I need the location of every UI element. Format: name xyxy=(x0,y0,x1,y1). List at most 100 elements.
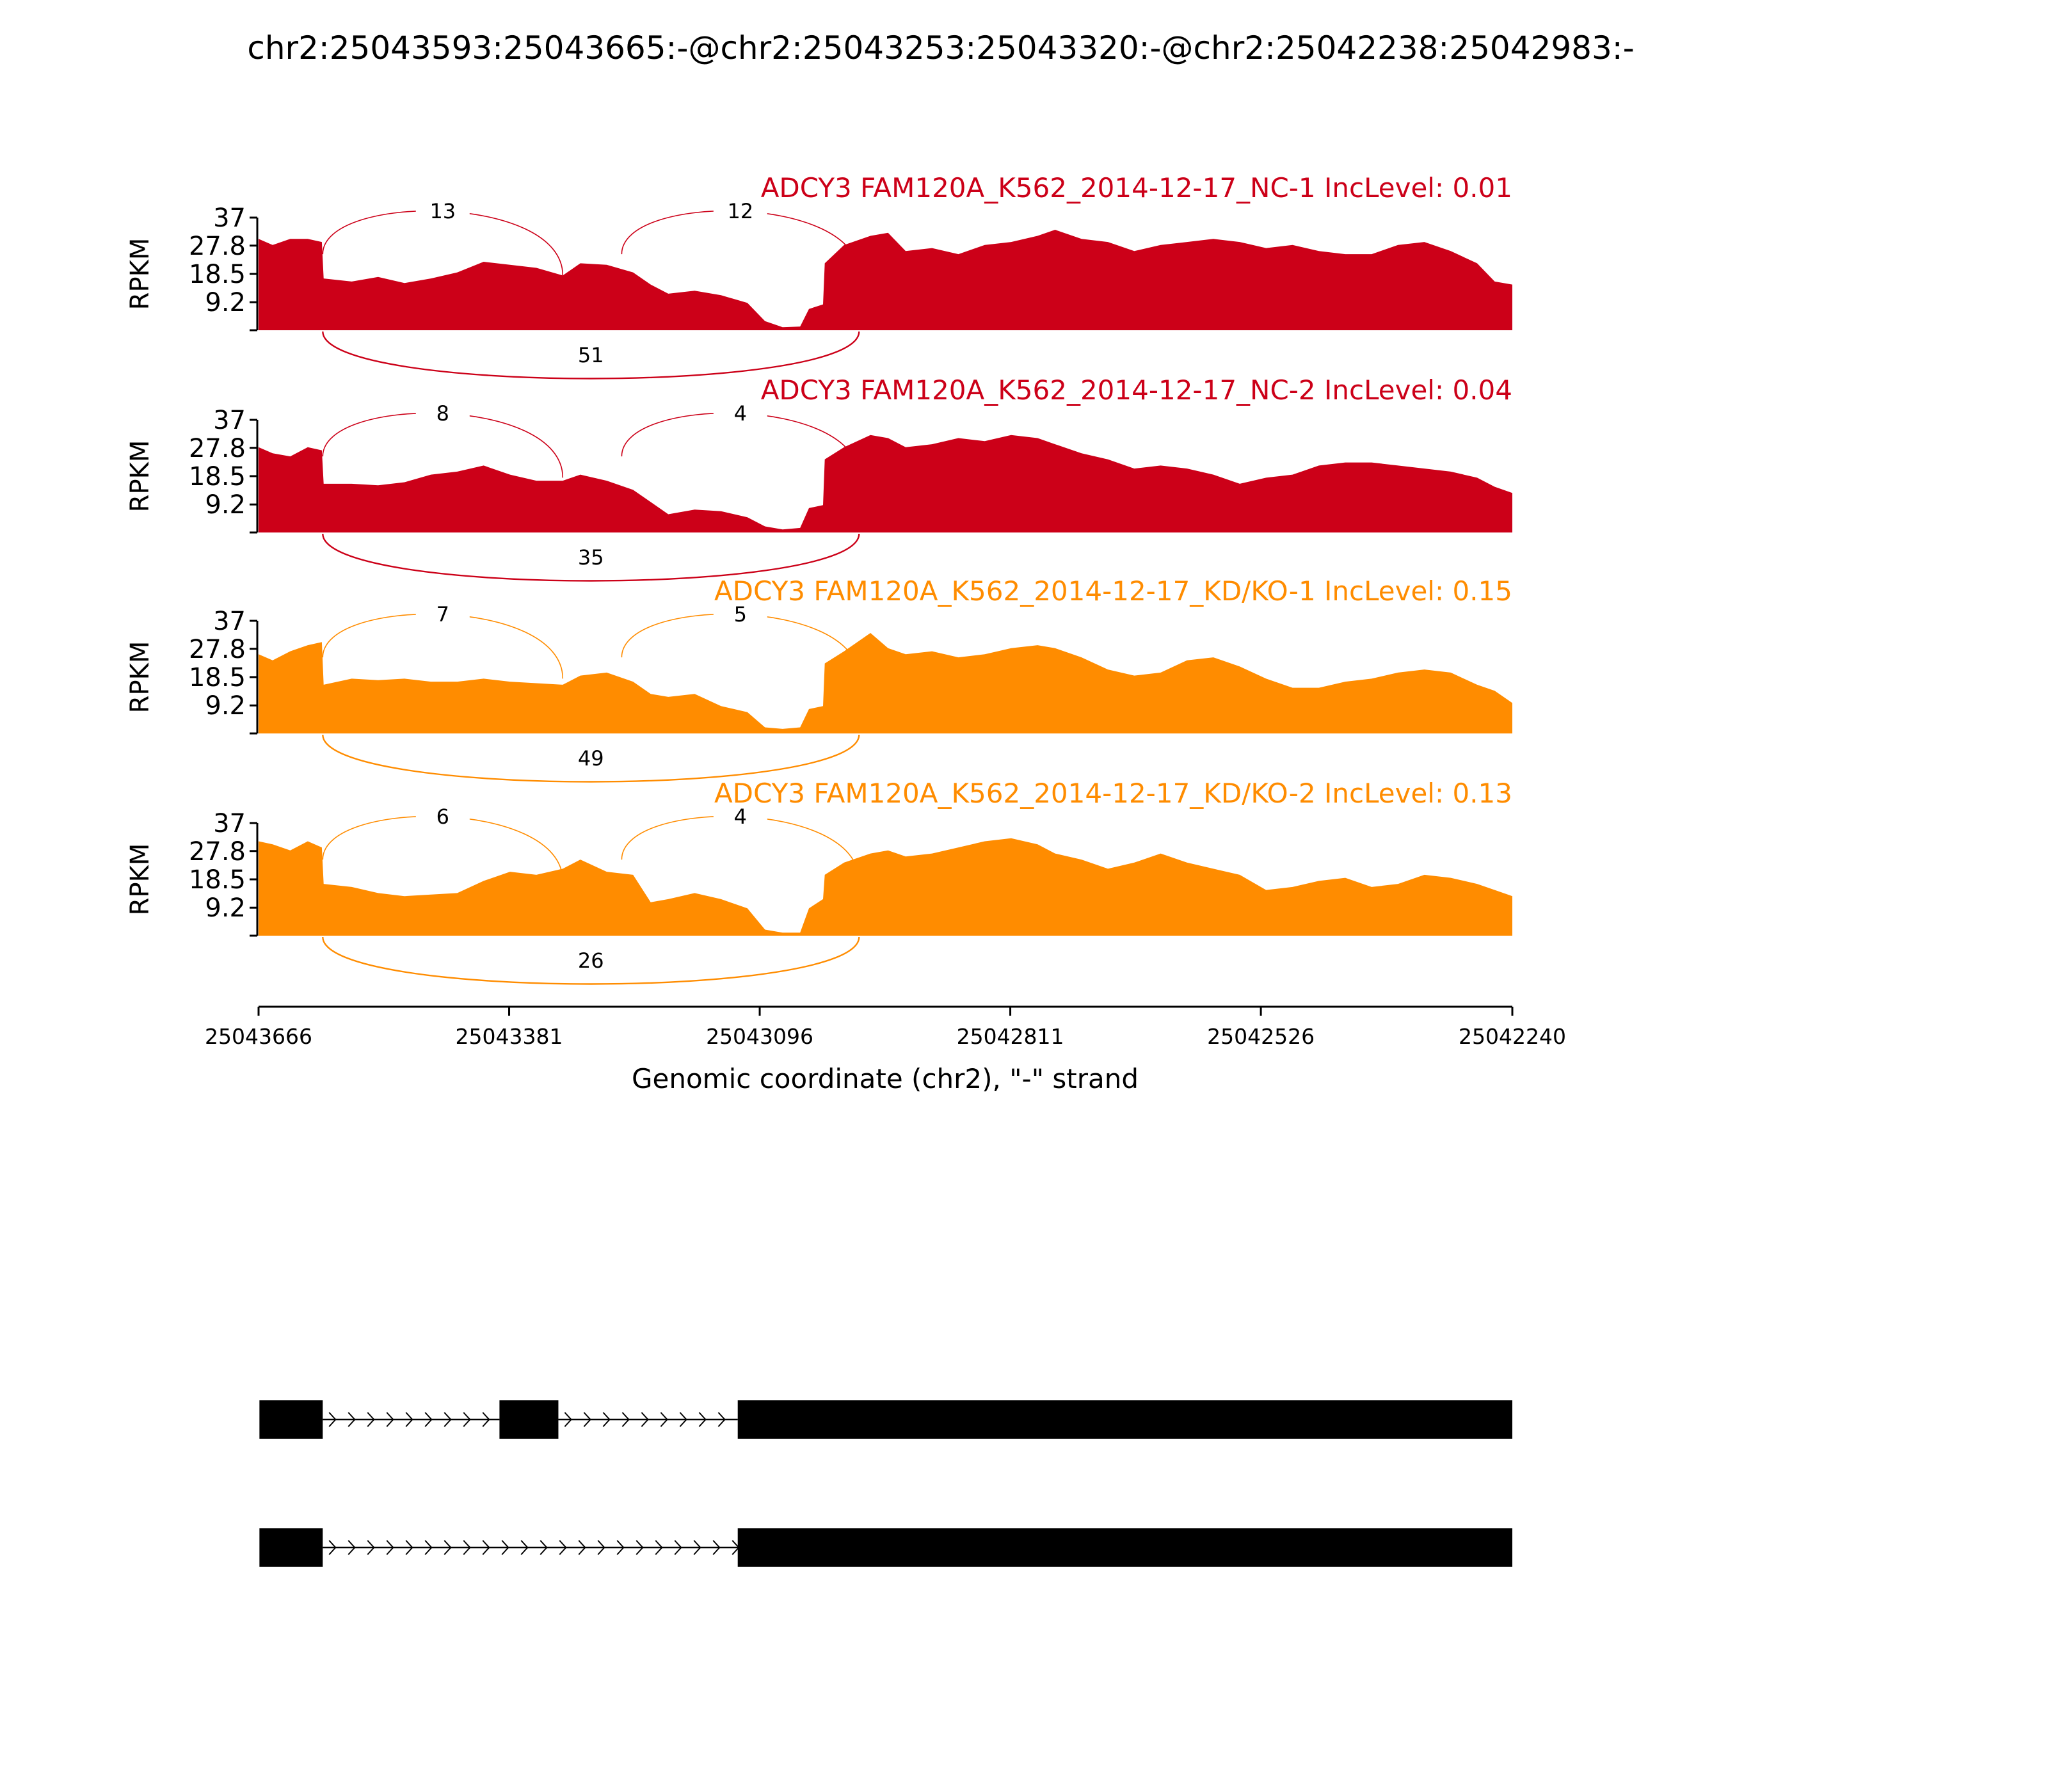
strand-arrow xyxy=(463,1412,471,1427)
strand-arrow xyxy=(328,1412,337,1427)
track-1: 9.218.527.837 RPKM ADCY3 FAM120A_K562_2014… xyxy=(125,172,1512,380)
y-axis-label: RPKM xyxy=(125,440,155,513)
y-axis-label: RPKM xyxy=(125,238,155,310)
junction-count: 4 xyxy=(734,401,747,426)
junction-label-bg xyxy=(564,343,618,367)
x-tick-label: 25043096 xyxy=(706,1024,813,1049)
strand-arrow xyxy=(636,1540,644,1555)
strand-arrow xyxy=(621,1412,630,1427)
junction-label-bg xyxy=(564,746,618,771)
y-tick-label: 27.8 xyxy=(189,434,246,463)
strand-arrow xyxy=(444,1412,452,1427)
strand-arrow xyxy=(540,1540,548,1555)
strand-arrow xyxy=(328,1540,337,1555)
strand-arrow xyxy=(597,1540,605,1555)
x-tick-label: 25043666 xyxy=(205,1024,312,1049)
strand-arrow xyxy=(367,1540,375,1555)
strand-arrow xyxy=(424,1540,433,1555)
track-3: 9.218.527.837 RPKM ADCY3 FAM120A_K562_2014… xyxy=(125,575,1512,783)
strand-arrow xyxy=(717,1412,726,1427)
y-tick-label: 37 xyxy=(213,406,246,435)
junction-arc xyxy=(322,533,860,582)
track-2: 9.218.527.837 RPKM ADCY3 FAM120A_K562_2014… xyxy=(125,374,1512,582)
gene-model-skipping-isoform xyxy=(259,1528,1512,1567)
y-tick-label: 18.5 xyxy=(189,462,246,492)
junction-label-bg xyxy=(713,199,767,223)
exon-block xyxy=(737,1528,1512,1567)
strand-arrow xyxy=(655,1540,663,1555)
exon-block xyxy=(259,1528,323,1567)
strand-arrow xyxy=(559,1540,567,1555)
strand-arrow xyxy=(463,1540,471,1555)
junction-count: 8 xyxy=(436,401,449,426)
junction-label-bg xyxy=(415,199,470,223)
junction-label-bg xyxy=(713,804,767,829)
junction-count: 51 xyxy=(578,343,604,367)
strand-arrow xyxy=(405,1540,413,1555)
gene-model-inclusion-isoform xyxy=(259,1400,1512,1439)
strand-arrow xyxy=(424,1412,433,1427)
y-tick-label: 27.8 xyxy=(189,837,246,867)
strand-arrow xyxy=(482,1540,490,1555)
coverage-area xyxy=(259,838,1512,936)
x-tick-label: 25042811 xyxy=(957,1024,1064,1049)
x-axis: 25043666 25043381 25043096 25042811 25042526… xyxy=(205,1005,1566,1049)
junction-label-bg xyxy=(415,401,470,426)
strand-arrow xyxy=(501,1540,509,1555)
strand-arrow xyxy=(583,1412,591,1427)
y-tick-label: 37 xyxy=(213,607,246,636)
strand-arrow xyxy=(386,1540,394,1555)
strand-arrow xyxy=(693,1540,701,1555)
x-tick-label: 25042526 xyxy=(1207,1024,1315,1049)
strand-arrow xyxy=(712,1540,721,1555)
track-4: 9.218.527.837 RPKM ADCY3 FAM120A_K562_2014… xyxy=(125,778,1512,985)
strand-arrow xyxy=(679,1412,687,1427)
strand-arrow xyxy=(405,1412,413,1427)
junction-count: 4 xyxy=(734,804,747,829)
junction-count: 26 xyxy=(578,948,604,973)
junction-arc xyxy=(322,734,860,783)
strand-arrow xyxy=(444,1540,452,1555)
coverage-area xyxy=(259,633,1512,733)
strand-arrow xyxy=(348,1412,356,1427)
junction-count: 49 xyxy=(578,746,604,771)
strand-arrow xyxy=(616,1540,625,1555)
sample-label: ADCY3 FAM120A_K562_2014-12-17_KD/KO-2 In… xyxy=(714,778,1512,809)
y-tick-label: 9.2 xyxy=(205,490,246,520)
junction-label-bg xyxy=(415,602,470,627)
junction-label-bg xyxy=(415,804,470,829)
y-tick-label: 37 xyxy=(213,809,246,838)
sample-label: ADCY3 FAM120A_K562_2014-12-17_NC-1 IncLe… xyxy=(761,172,1512,204)
y-tick-label: 9.2 xyxy=(205,691,246,721)
strand-arrow xyxy=(386,1412,394,1427)
strand-arrow xyxy=(348,1540,356,1555)
strand-arrow xyxy=(641,1412,649,1427)
junction-arc xyxy=(322,331,860,380)
strand-arrow xyxy=(482,1412,490,1427)
strand-arrow xyxy=(367,1412,375,1427)
junction-label-bg xyxy=(713,602,767,627)
y-tick-label: 9.2 xyxy=(205,893,246,923)
junction-label-bg xyxy=(564,948,618,973)
strand-arrow xyxy=(564,1412,572,1427)
exon-block xyxy=(737,1400,1512,1439)
strand-arrow xyxy=(578,1540,586,1555)
y-tick-label: 18.5 xyxy=(189,663,246,692)
y-tick-label: 37 xyxy=(213,204,246,233)
figure-title: chr2:25043593:25043665:-@chr2:25043253:2… xyxy=(247,29,1634,67)
junction-label-bg xyxy=(564,545,618,570)
coverage-area xyxy=(259,230,1512,330)
strand-arrow xyxy=(602,1412,611,1427)
junction-count: 12 xyxy=(727,199,753,223)
y-tick-label: 18.5 xyxy=(189,260,246,289)
y-tick-label: 18.5 xyxy=(189,865,246,895)
junction-count: 6 xyxy=(436,804,449,829)
strand-arrow xyxy=(674,1540,682,1555)
junction-count: 7 xyxy=(436,602,449,627)
y-tick-label: 27.8 xyxy=(189,232,246,261)
y-tick-label: 9.2 xyxy=(205,288,246,317)
strand-arrow xyxy=(520,1540,529,1555)
y-axis-label: RPKM xyxy=(125,844,155,916)
x-tick-label: 25043381 xyxy=(456,1024,563,1049)
